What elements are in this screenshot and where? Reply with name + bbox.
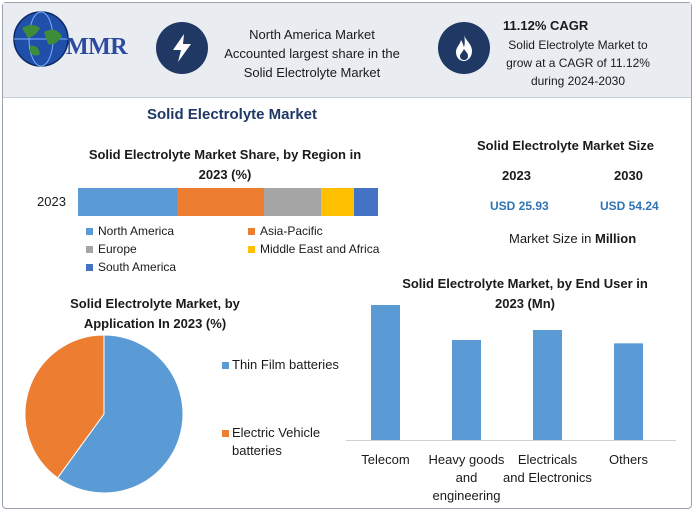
globe-logo-icon: [12, 10, 70, 68]
market-size-title: Solid Electrolyte Market Size: [477, 138, 655, 153]
application-legend-label-line: Thin Film batteries: [232, 357, 339, 372]
enduser-category-label-line: Electricals: [517, 452, 578, 467]
region-chart-title-line: Solid Electrolyte Market Share, by Regio…: [88, 147, 362, 162]
cagr-description: Solid Electrolyte Market to grow at a CA…: [503, 36, 653, 90]
cagr-desc-line: grow at a CAGR of 11.12%: [506, 56, 650, 70]
legend-swatch: [248, 245, 255, 253]
enduser-category-label-line: engineering: [432, 488, 501, 503]
region-bar-segment-south-america: [354, 188, 378, 216]
market-size-value-2023: USD 25.93: [490, 199, 549, 213]
lightning-icon-circle: [156, 22, 208, 74]
legend-swatch: [222, 362, 229, 369]
enduser-chart-title: Solid Electrolyte Market, by End User in…: [385, 274, 665, 314]
enduser-category-label: Others: [579, 451, 679, 469]
enduser-category-label-line: Telecom: [361, 452, 410, 467]
application-legend-label-line: batteries: [232, 443, 282, 458]
region-legend-item: South America: [86, 260, 176, 274]
flame-icon-circle: [438, 22, 490, 74]
pie-slice-thin-film-batteries: [56, 334, 184, 494]
enduser-bar-electricals-and-electronics: [533, 330, 562, 440]
region-legend-item: Europe: [86, 242, 137, 256]
enduser-category-label-line: and: [455, 470, 478, 485]
legend-swatch: [86, 227, 93, 235]
cagr-desc-line: Solid Electrolyte Market to: [508, 38, 648, 52]
main-title: Solid Electrolyte Market: [146, 106, 318, 123]
region-info-line: Solid Electrolyte Market: [243, 65, 381, 80]
cagr-title: 11.12% CAGR: [503, 18, 589, 33]
region-legend-item: Middle East and Africa: [248, 242, 379, 256]
enduser-category-label-line: Others: [608, 452, 648, 467]
pie-slice-electric-vehicle-batteries: [24, 334, 105, 479]
application-chart-title: Solid Electrolyte Market, by Application…: [40, 294, 270, 334]
region-legend-item: North America: [86, 224, 174, 238]
region-chart-title-line: 2023 (%): [198, 167, 252, 182]
region-bar-segment-asia-pacific: [177, 188, 264, 216]
enduser-chart-title-line: 2023 (Mn): [495, 296, 555, 311]
enduser-bar-others: [614, 343, 643, 440]
logo-text: MMR: [66, 34, 128, 60]
region-bar-segment-europe: [264, 188, 321, 216]
enduser-category-label: Telecom: [336, 451, 436, 469]
region-stacked-bar-chart: [78, 188, 378, 216]
region-bar-segment-north-america: [78, 188, 177, 216]
market-size-year-2030: 2030: [614, 168, 643, 183]
region-chart-title: Solid Electrolyte Market Share, by Regio…: [60, 145, 390, 185]
region-bar-category-label: 2023: [37, 194, 66, 209]
enduser-category-label-line: Heavy goods: [428, 452, 505, 467]
application-legend-label-line: Electric Vehicle: [232, 425, 321, 440]
market-size-unit: Market Size in Million: [509, 231, 636, 246]
region-legend-label: Middle East and Africa: [260, 242, 380, 256]
legend-swatch: [222, 430, 229, 437]
region-legend-label: South America: [98, 260, 177, 274]
enduser-chart-title-line: Solid Electrolyte Market, by End User in: [402, 276, 648, 291]
enduser-bar-heavy-goods-and-engineering: [452, 340, 481, 440]
lightning-icon: [173, 34, 191, 62]
page-frame: [2, 2, 692, 509]
region-legend: North America Asia-Pacific Europe Middle Ea…: [86, 224, 406, 280]
enduser-category-label: Electricals and Electronics: [498, 451, 598, 487]
region-legend-item: Asia-Pacific: [248, 224, 323, 238]
region-legend-label: Asia-Pacific: [260, 224, 323, 238]
market-size-unit-prefix: Market Size in: [509, 231, 595, 246]
region-legend-label: North America: [98, 224, 175, 238]
legend-swatch: [86, 245, 93, 253]
enduser-category-label: Heavy goods and engineering: [417, 451, 517, 505]
enduser-category-label-line: and Electronics: [503, 470, 592, 485]
region-info-line: North America Market: [249, 27, 375, 42]
application-legend-label: Electric Vehicle batteries: [222, 424, 320, 460]
enduser-bar-chart: [346, 305, 676, 441]
region-legend-label: Europe: [98, 242, 137, 256]
application-pie-chart: [24, 334, 184, 494]
header-banner: [3, 3, 691, 98]
region-bar-segment-middle-east-and-africa: [321, 188, 354, 216]
application-legend-item: Electric Vehicle batteries: [222, 424, 320, 460]
application-legend: Thin Film batteries Electric Vehicle batte…: [222, 356, 352, 466]
application-chart-title-line: Application In 2023 (%): [83, 316, 227, 331]
region-info-line: Accounted largest share in the: [224, 46, 400, 61]
market-size-unit-bold: Million: [594, 231, 637, 246]
application-legend-item: Thin Film batteries: [222, 356, 339, 374]
market-size-value-2030: USD 54.24: [600, 199, 659, 213]
flame-icon: [456, 35, 472, 61]
application-legend-label: Thin Film batteries: [222, 356, 339, 374]
enduser-bar-telecom: [371, 305, 400, 440]
region-info-text: North America Market Accounted largest s…: [216, 25, 408, 82]
application-chart-title-line: Solid Electrolyte Market, by: [70, 296, 240, 311]
cagr-desc-line: during 2024-2030: [530, 74, 626, 88]
market-size-year-2023: 2023: [502, 168, 531, 183]
legend-swatch: [86, 263, 93, 271]
legend-swatch: [248, 227, 255, 235]
